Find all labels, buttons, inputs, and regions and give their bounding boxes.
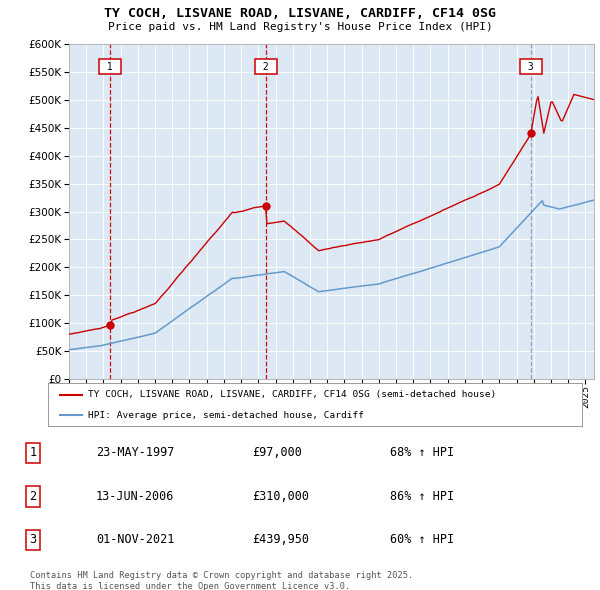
Text: 86% ↑ HPI: 86% ↑ HPI (390, 490, 454, 503)
Text: Contains HM Land Registry data © Crown copyright and database right 2025.
This d: Contains HM Land Registry data © Crown c… (30, 571, 413, 590)
Text: TY COCH, LISVANE ROAD, LISVANE, CARDIFF, CF14 0SG: TY COCH, LISVANE ROAD, LISVANE, CARDIFF,… (104, 7, 496, 20)
Text: 1: 1 (29, 446, 37, 459)
Text: 68% ↑ HPI: 68% ↑ HPI (390, 446, 454, 459)
Text: £97,000: £97,000 (252, 446, 302, 459)
Text: 01-NOV-2021: 01-NOV-2021 (96, 533, 175, 546)
Text: HPI: Average price, semi-detached house, Cardiff: HPI: Average price, semi-detached house,… (88, 411, 364, 419)
Text: 23-MAY-1997: 23-MAY-1997 (96, 446, 175, 459)
Text: 2: 2 (29, 490, 37, 503)
Text: TY COCH, LISVANE ROAD, LISVANE, CARDIFF, CF14 0SG (semi-detached house): TY COCH, LISVANE ROAD, LISVANE, CARDIFF,… (88, 390, 496, 399)
Text: Price paid vs. HM Land Registry's House Price Index (HPI): Price paid vs. HM Land Registry's House … (107, 22, 493, 32)
Text: £310,000: £310,000 (252, 490, 309, 503)
Text: 2: 2 (257, 61, 275, 71)
Text: 3: 3 (29, 533, 37, 546)
Text: 1: 1 (101, 61, 119, 71)
Text: 3: 3 (522, 61, 539, 71)
Text: £439,950: £439,950 (252, 533, 309, 546)
Text: 13-JUN-2006: 13-JUN-2006 (96, 490, 175, 503)
Text: 60% ↑ HPI: 60% ↑ HPI (390, 533, 454, 546)
